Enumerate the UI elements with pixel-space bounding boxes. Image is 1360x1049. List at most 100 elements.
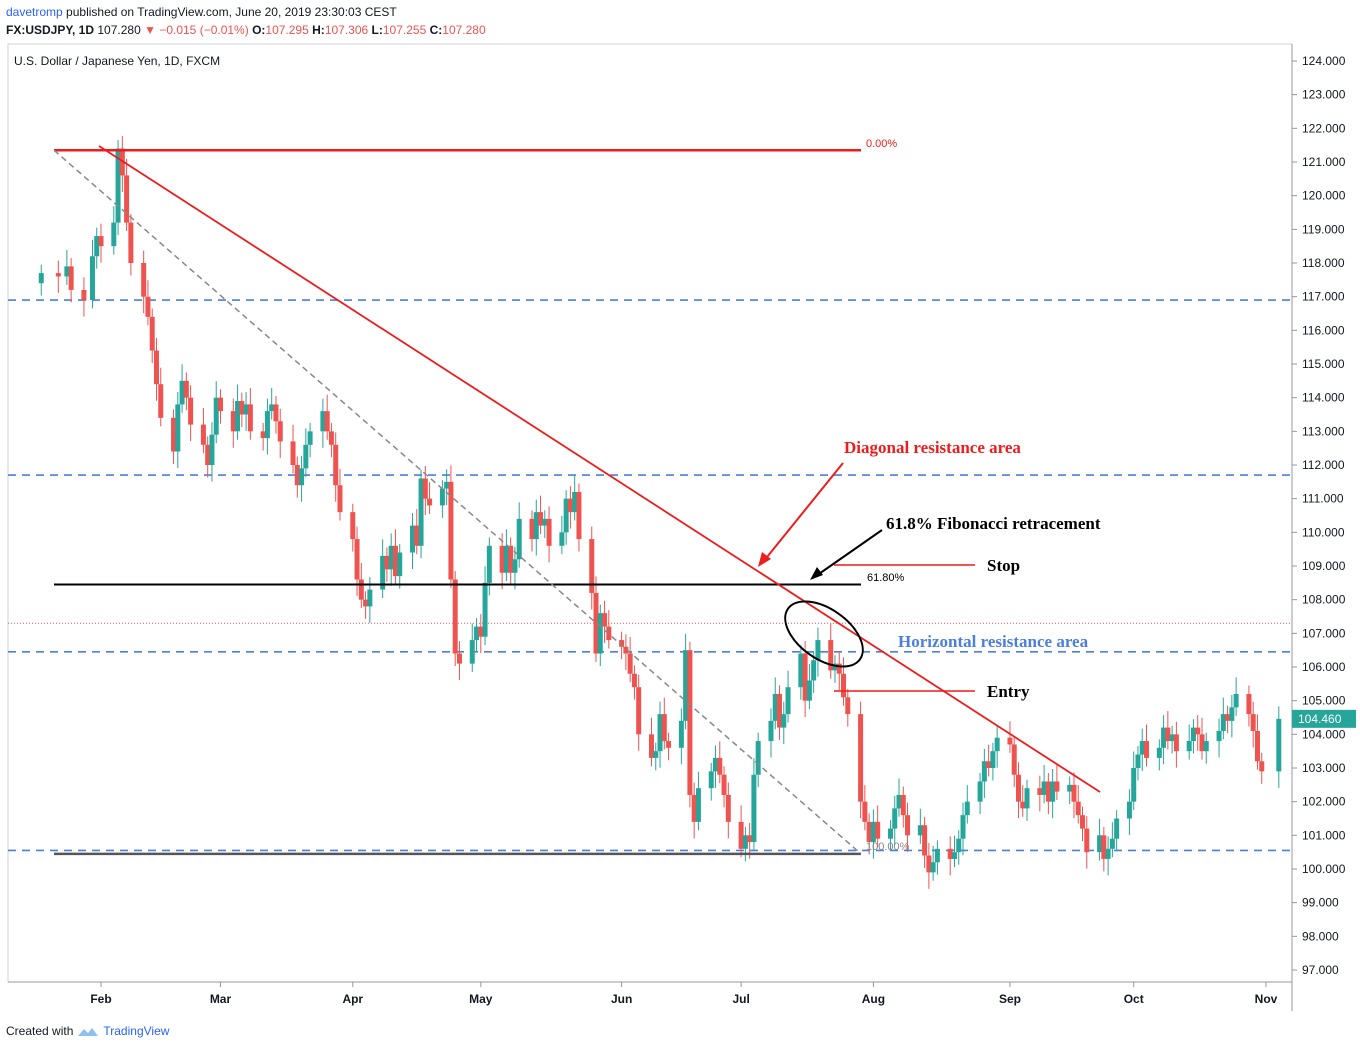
candle-body [448, 481, 454, 580]
candle-body [350, 512, 356, 540]
candle-body [392, 545, 398, 577]
candle-body [1041, 781, 1047, 795]
candle-body [636, 687, 642, 735]
candle-body [55, 273, 61, 277]
candle-body [747, 835, 753, 843]
candle-body [1054, 781, 1060, 792]
candle-body [653, 751, 659, 758]
candle-body [666, 741, 672, 748]
candle-body [806, 680, 812, 701]
candle-body [179, 380, 185, 405]
last-price-tag: 104.460 [1292, 709, 1356, 728]
candle-body [516, 518, 522, 560]
candle-body [397, 552, 403, 577]
candle-body [1037, 788, 1043, 795]
candle-body [1105, 848, 1111, 859]
publish-text: published on TradingView.com, June 20, 2… [66, 5, 397, 19]
candle-body [725, 794, 731, 822]
candle-body [597, 613, 603, 654]
candle-body [1216, 730, 1222, 742]
candle-body [141, 263, 147, 297]
price-axis: 124.000 123.000 122.000 121.000 120.000 119.0… [1292, 54, 1346, 977]
candle-body [482, 582, 488, 637]
candle-body [713, 757, 719, 772]
candle-body [572, 491, 578, 513]
author-link[interactable]: davetromp [6, 5, 63, 19]
price-tick-label: 105.000 [1302, 694, 1346, 708]
fibonacci-retracement-label: 61.8% Fibonacci retracement [886, 514, 1101, 533]
ohlc-bar: FX:USDJPY, 1D 107.280 ▼ −0.015 (−0.01%) … [6, 23, 486, 37]
candle-body [785, 687, 791, 715]
candle-body [1084, 828, 1090, 853]
fibonacci-arrow-head [810, 567, 823, 580]
candle-body [328, 431, 334, 445]
candle-body [930, 862, 936, 873]
price-tick-label: 98.000 [1302, 929, 1339, 943]
candle-body [320, 411, 326, 432]
candle-body [990, 751, 996, 768]
tradingview-brand[interactable]: TradingView [103, 1024, 170, 1038]
candle-body [354, 539, 360, 580]
candle-body [977, 781, 983, 802]
candle-body [717, 757, 723, 775]
candle-body [836, 663, 842, 674]
candle-body [828, 640, 834, 671]
fib-100-label: 100.00% [866, 841, 910, 853]
candle-body [175, 404, 181, 452]
candle-body [299, 468, 305, 486]
horizontal-resistance-label: Horizontal resistance area [898, 632, 1089, 651]
close-value: 107.280 [442, 23, 486, 37]
candle-body [845, 697, 851, 715]
candle-body [602, 613, 608, 627]
last-price-tag-text: 104.460 [1298, 712, 1342, 726]
price-tick-label: 99.000 [1302, 896, 1339, 910]
candle-body [1186, 741, 1192, 752]
time-tick-label: Mar [210, 992, 232, 1006]
price-tick-label: 120.000 [1302, 189, 1346, 203]
candle-body [277, 421, 283, 442]
time-axis: Feb Mar Apr May Jun Jul Aug Sep Oct Nov [90, 982, 1278, 1006]
candle-body [418, 478, 424, 546]
candle-body [1173, 734, 1179, 752]
candle-body [542, 518, 548, 526]
candle-body [439, 488, 445, 506]
candle-body [533, 512, 539, 540]
candle-body [183, 380, 189, 398]
candle-body [529, 518, 535, 540]
candle-body [695, 788, 701, 822]
candle-body [981, 761, 987, 782]
diagonal-resistance-label: Diagonal resistance area [844, 438, 1021, 457]
candle-body [188, 397, 194, 425]
candle-body [145, 296, 151, 317]
candle-body [751, 774, 757, 843]
candle-body [964, 801, 970, 816]
open-label: O: [252, 23, 266, 37]
price-tick-label: 110.000 [1302, 525, 1345, 539]
candle-body [1190, 727, 1196, 742]
price-tick-label: 115.000 [1302, 357, 1345, 371]
candle-body [235, 401, 241, 432]
candle-body [691, 794, 697, 822]
price-tick-label: 108.000 [1302, 593, 1346, 607]
candle-body [567, 498, 573, 513]
time-tick-label: Oct [1124, 992, 1144, 1006]
candle-body [1135, 754, 1141, 768]
candle-body [324, 411, 330, 432]
price-tick-label: 102.000 [1302, 795, 1346, 809]
candle-body [815, 640, 821, 661]
candle-body [1220, 714, 1226, 731]
candle-body [1229, 707, 1235, 721]
candle-body [358, 579, 364, 600]
candle-body [546, 518, 552, 546]
candle-body [623, 646, 629, 654]
candle-body [559, 532, 565, 546]
price-tick-label: 124.000 [1302, 54, 1346, 68]
candle-body [171, 417, 177, 452]
candle-body [230, 411, 236, 432]
candle-body [956, 838, 962, 853]
candle-body [153, 350, 159, 385]
candle-body [367, 589, 373, 607]
price-tick-label: 114.000 [1302, 391, 1345, 405]
price-tick-label: 97.000 [1302, 963, 1339, 977]
